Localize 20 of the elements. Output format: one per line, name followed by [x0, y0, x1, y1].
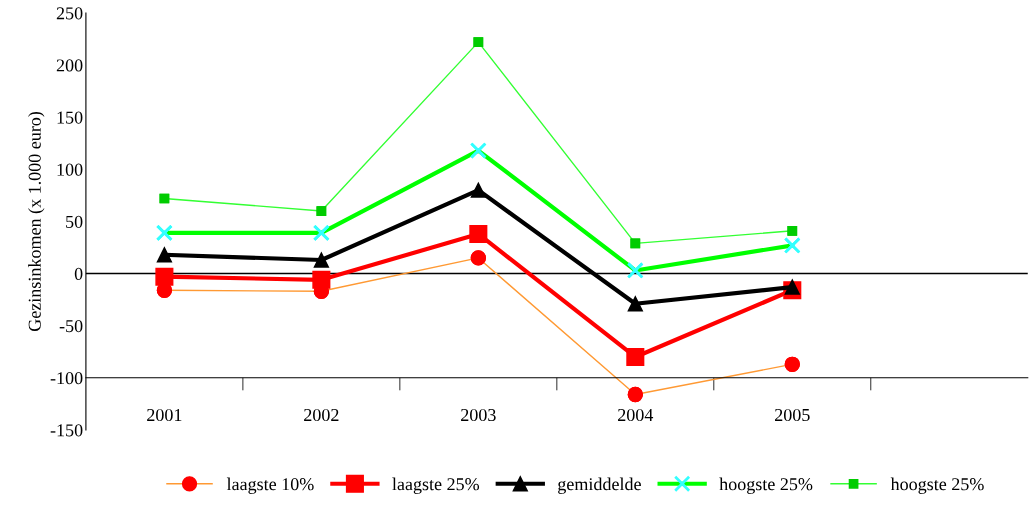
x-tick-label: 2003	[461, 408, 496, 422]
x-tick-label: 2002	[304, 408, 339, 422]
y-tick-label: -50	[59, 319, 83, 333]
x-tick-label: 2004	[618, 408, 654, 422]
y-tick-label: 250	[56, 7, 83, 20]
legend-label: hoogste 25%	[890, 477, 984, 494]
y-axis-title: Gezinsinkomen (x 1.000 euro)	[28, 111, 45, 332]
legend-label: hoogste 25%	[719, 477, 813, 494]
legend-label: laagste 25%	[392, 477, 480, 494]
y-tick-label: 100	[57, 163, 83, 176]
y-tick-label: -100	[50, 372, 83, 385]
y-tick-label: 200	[56, 59, 83, 72]
legend-label: laagste 10%	[226, 477, 314, 494]
y-tick-label: 150	[57, 111, 83, 124]
x-tick-label: 2005	[775, 408, 810, 422]
y-tick-label: 0	[74, 267, 83, 281]
y-tick-label: -150	[50, 424, 83, 437]
legend-label: gemiddelde	[558, 477, 641, 494]
x-tick-label: 2001	[147, 408, 182, 422]
y-tick-label: 50	[66, 215, 83, 228]
